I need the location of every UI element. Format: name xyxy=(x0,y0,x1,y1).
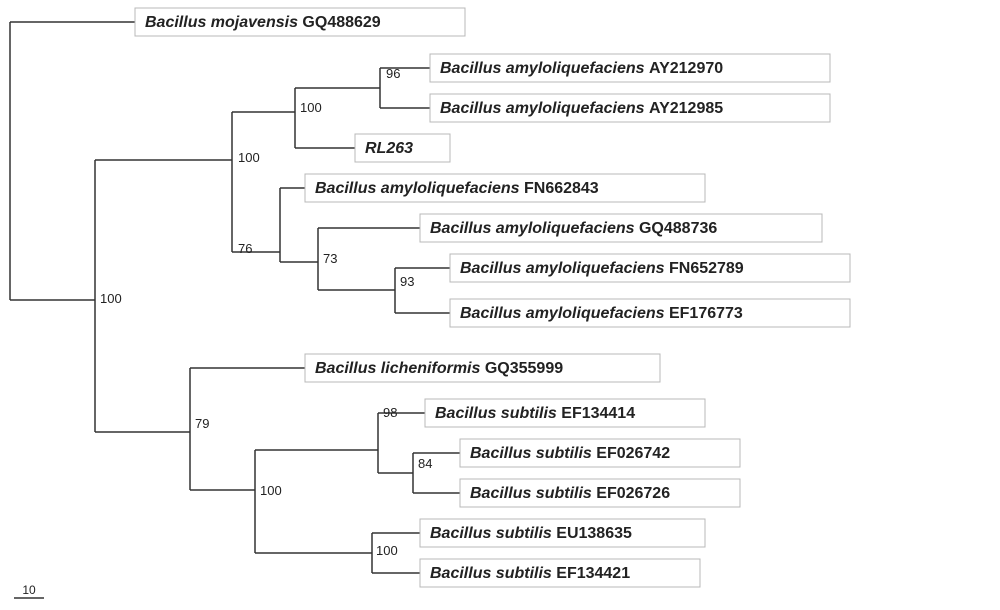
taxon-name: Bacillus amyloliquefaciens xyxy=(315,180,520,197)
leaf-label: Bacillus amyloliquefaciens AY212985 xyxy=(440,100,723,117)
accession-number: AY212970 xyxy=(649,60,723,77)
accession-number: EF026742 xyxy=(596,445,670,462)
bootstrap-value: 100 xyxy=(376,543,398,558)
accession-number: EF176773 xyxy=(669,305,743,322)
bootstrap-value: 93 xyxy=(400,274,414,289)
accession-number: EU138635 xyxy=(556,525,632,542)
taxon-name: Bacillus subtilis xyxy=(430,565,552,582)
bootstrap-value: 98 xyxy=(383,405,397,420)
taxon-name: Bacillus amyloliquefaciens xyxy=(460,260,665,277)
accession-number: GQ488736 xyxy=(639,220,717,237)
taxon-name: Bacillus subtilis xyxy=(430,525,552,542)
taxon-name: Bacillus mojavensis xyxy=(145,14,298,31)
leaf-label: Bacillus subtilis EF134414 xyxy=(435,405,635,422)
leaf-label: Bacillus subtilis EF026742 xyxy=(470,445,670,462)
bootstrap-value: 100 xyxy=(100,291,122,306)
taxon-name: Bacillus amyloliquefaciens xyxy=(440,60,645,77)
phylogenetic-tree: M 10 22 H 135M 10 22 V 300M 10 300 H 95M… xyxy=(0,0,1000,610)
bootstrap-value: 100 xyxy=(260,483,282,498)
taxon-name: Bacillus licheniformis xyxy=(315,360,480,377)
leaf-label: Bacillus subtilis EF134421 xyxy=(430,565,630,582)
taxon-name: Bacillus subtilis xyxy=(435,405,557,422)
accession-number: EF026726 xyxy=(596,485,670,502)
leaf-label: Bacillus amyloliquefaciens FN652789 xyxy=(460,260,744,277)
leaf-label: Bacillus amyloliquefaciens FN662843 xyxy=(315,180,599,197)
leaf-label: Bacillus licheniformis GQ355999 xyxy=(315,360,563,377)
leaf-label: Bacillus amyloliquefaciens GQ488736 xyxy=(430,220,717,237)
accession-number: FN662843 xyxy=(524,180,599,197)
leaf-label: Bacillus amyloliquefaciens AY212970 xyxy=(440,60,723,77)
bootstrap-value: 84 xyxy=(418,456,432,471)
leaf-label: Bacillus amyloliquefaciens EF176773 xyxy=(460,305,743,322)
accession-number: GQ355999 xyxy=(485,360,563,377)
taxon-name: Bacillus amyloliquefaciens xyxy=(440,100,645,117)
leaf-label: Bacillus mojavensis GQ488629 xyxy=(145,14,381,31)
bootstrap-value: 73 xyxy=(323,251,337,266)
bootstrap-value: 79 xyxy=(195,416,209,431)
accession-number: FN652789 xyxy=(669,260,744,277)
accession-number: AY212985 xyxy=(649,100,723,117)
leaf-label: RL263 xyxy=(365,140,413,157)
taxon-name: Bacillus amyloliquefaciens xyxy=(460,305,665,322)
taxon-name: Bacillus subtilis xyxy=(470,485,592,502)
leaf-label: Bacillus subtilis EU138635 xyxy=(430,525,632,542)
accession-number: EF134421 xyxy=(556,565,630,582)
bootstrap-value: 100 xyxy=(300,100,322,115)
taxon-name: Bacillus amyloliquefaciens xyxy=(430,220,635,237)
accession-number: GQ488629 xyxy=(302,14,380,31)
leaf-label: Bacillus subtilis EF026726 xyxy=(470,485,670,502)
bootstrap-value: 76 xyxy=(238,241,252,256)
taxon-name: Bacillus subtilis xyxy=(470,445,592,462)
bootstrap-value: 96 xyxy=(386,66,400,81)
accession-number: EF134414 xyxy=(561,405,635,422)
taxon-name: RL263 xyxy=(365,140,413,157)
scale-bar-label: 10 xyxy=(22,583,36,597)
bootstrap-value: 100 xyxy=(238,150,260,165)
